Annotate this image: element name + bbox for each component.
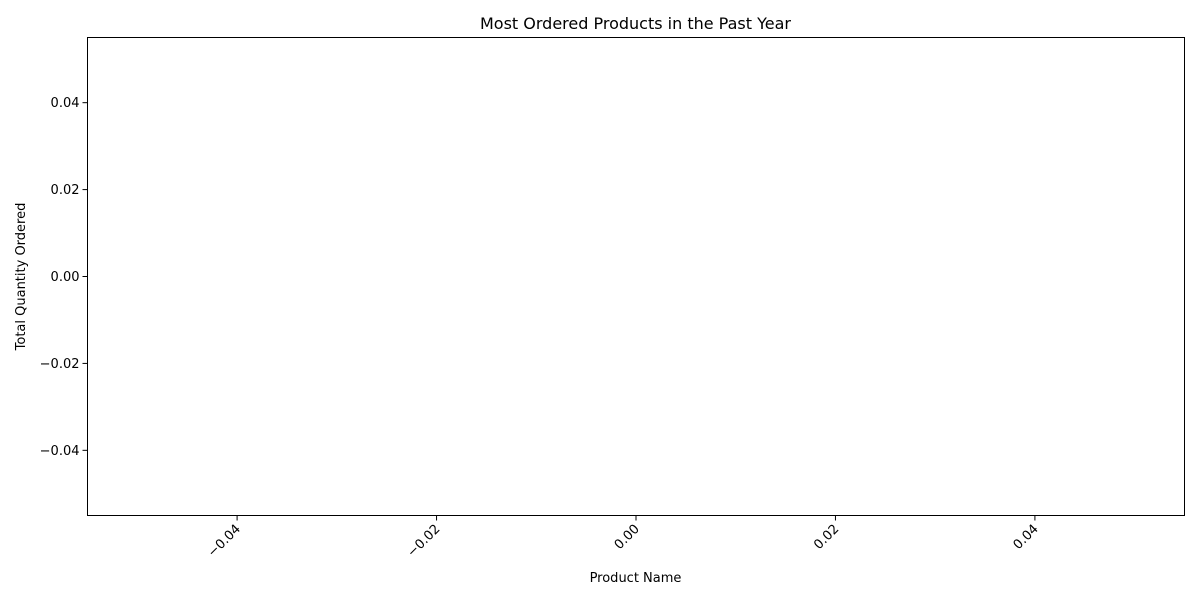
y-axis: 0.04 0.02 0.00 −0.02 −0.04 (40, 96, 88, 459)
y-tick-label: 0.00 (51, 270, 80, 285)
x-tick-label: 0.00 (612, 522, 643, 553)
y-tick-label: −0.02 (40, 357, 80, 372)
x-tick-label: 0.02 (811, 522, 842, 553)
y-axis-label: Total Quantity Ordered (14, 203, 29, 352)
x-axis-label: Product Name (590, 571, 682, 586)
x-tick-label: −0.02 (405, 522, 444, 561)
y-tick-label: −0.04 (40, 444, 80, 459)
y-tick-label: 0.02 (51, 183, 80, 198)
x-axis: −0.04 −0.02 0.00 0.02 0.04 (205, 515, 1042, 561)
plot-area (87, 37, 1185, 516)
x-tick-label: 0.04 (1011, 522, 1042, 553)
y-tick-label: 0.04 (51, 96, 80, 111)
x-tick-label: −0.04 (205, 522, 244, 561)
chart-title: Most Ordered Products in the Past Year (480, 14, 791, 33)
